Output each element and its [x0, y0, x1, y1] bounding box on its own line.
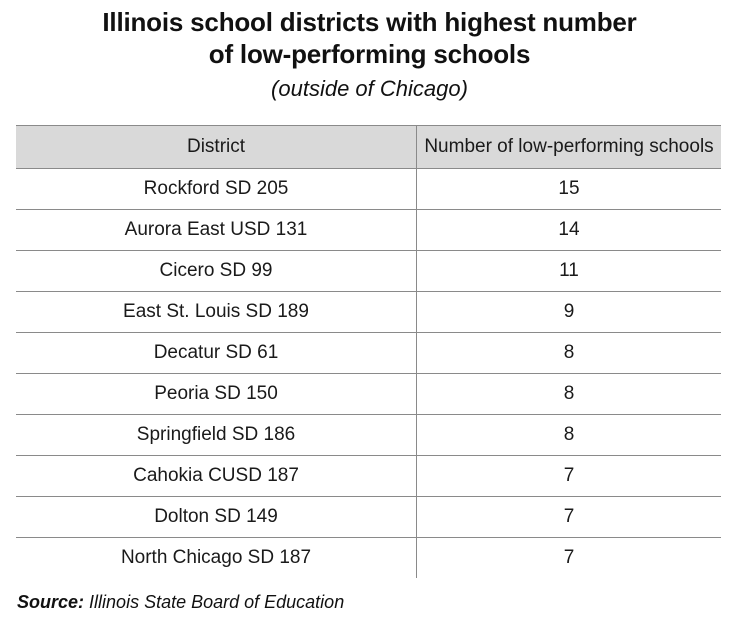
district-cell: Aurora East USD 131 [16, 209, 417, 251]
table-body: Rockford SD 205 15 Aurora East USD 131 14 Ci… [16, 168, 721, 578]
count-cell: 7 [563, 547, 575, 568]
district-cell: East St. Louis SD 189 [16, 291, 417, 333]
source-label: Source: [17, 592, 85, 612]
district-cell: Cahokia CUSD 187 [16, 455, 417, 497]
data-table: District Number of low-performing school… [16, 125, 721, 578]
table-row: Aurora East USD 131 14 [16, 209, 721, 251]
count-cell: 8 [416, 332, 721, 374]
table-row: Dolton SD 149 7 [16, 496, 721, 538]
district-cell: Dolton SD 149 [16, 496, 417, 538]
count-cell: 14 [416, 209, 721, 251]
chart-title-line-2: of low-performing schools [208, 39, 531, 69]
district-cell: Springfield SD 186 [16, 414, 417, 456]
count-cell: 8 [416, 373, 721, 415]
count-cell: 8 [416, 414, 721, 456]
district-cell: North Chicago SD 187 [16, 537, 417, 578]
count-cell: 9 [416, 291, 721, 333]
table-row: Rockford SD 205 15 [16, 168, 721, 210]
table-row: Springfield SD 186 8 [16, 414, 721, 456]
district-cell: Rockford SD 205 [16, 168, 417, 210]
table-row: East St. Louis SD 189 9 [16, 291, 721, 333]
table-row: Cahokia CUSD 187 7 [16, 455, 721, 497]
column-header-district: District [16, 125, 417, 169]
district-cell: Cicero SD 99 [16, 250, 417, 292]
district-cell: Peoria SD 150 [16, 373, 417, 415]
table-row: Cicero SD 99 11 [16, 250, 721, 292]
chart-title-line-1: Illinois school districts with highest n… [102, 7, 637, 37]
count-cell: 11 [416, 250, 721, 292]
source-text: Illinois State Board of Education [89, 592, 345, 612]
column-header-count: Number of low-performing schools [416, 125, 721, 169]
chart-subtitle: (outside of Chicago) [271, 76, 468, 101]
count-cell: 7 [416, 496, 721, 538]
table-row: Peoria SD 150 8 [16, 373, 721, 415]
count-cell: 15 [416, 168, 721, 210]
chart-title: Illinois school districts with highest n… [0, 6, 739, 70]
district-cell: Decatur SD 61 [16, 332, 417, 374]
count-cell: 7 [416, 455, 721, 497]
table-row: Decatur SD 61 8 [16, 332, 721, 374]
source-note: Source: Illinois State Board of Educatio… [17, 592, 344, 613]
table-row: North Chicago SD 187 7 [16, 537, 721, 578]
table-header-row: District Number of low-performing school… [16, 125, 721, 169]
